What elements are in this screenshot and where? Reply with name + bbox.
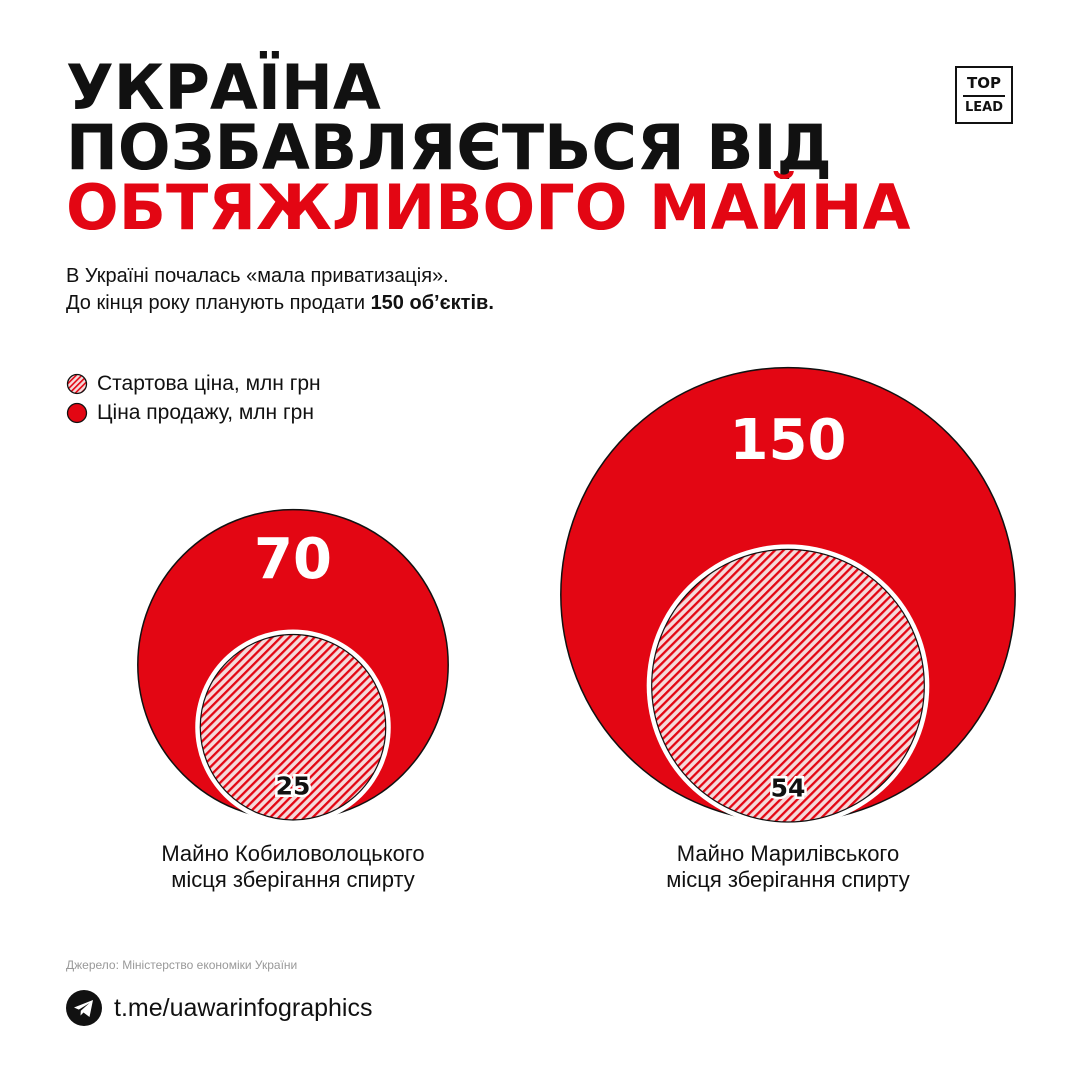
telegram-link[interactable]: t.me/uawarinfographics	[114, 993, 373, 1022]
source-note: Джерело: Міністерство економіки України	[66, 958, 298, 972]
title-line-3: ОБТЯЖЛИВОГО МАЙНА	[66, 171, 911, 244]
item-label-2: Майно Марилівського місця зберігання спи…	[608, 841, 968, 893]
start-price-bubble-1	[199, 633, 387, 821]
sale-price-label-1: 70	[254, 527, 332, 592]
title-line-2: ПОЗБАВЛЯЄТЬСЯ ВІД	[66, 111, 832, 184]
legend: Стартова ціна, млн грн Ціна продажу, млн…	[66, 369, 321, 427]
start-price-label-1: 25	[276, 772, 311, 801]
legend-label-sale: Ціна продажу, млн грн	[97, 400, 314, 424]
legend-item-start: Стартова ціна, млн грн	[66, 369, 321, 398]
logo-line-1: TOP	[967, 74, 1001, 92]
logo-divider	[963, 95, 1005, 97]
telegram-link-row[interactable]: t.me/uawarinfographics	[66, 990, 372, 1026]
page-title: УКРАЇНА ПОЗБАВЛЯЄТЬСЯ ВІД ОБТЯЖЛИВОГО МА…	[66, 51, 911, 244]
legend-label-start: Стартова ціна, млн грн	[97, 371, 321, 395]
subtitle: В Україні почалась «мала приватизація». …	[66, 263, 494, 317]
hatched-circle-icon	[66, 373, 88, 394]
sale-price-label-2: 150	[730, 408, 847, 473]
item-label-2-line-1: Майно Марилівського	[676, 841, 900, 866]
red-circle-icon	[66, 402, 88, 423]
logo-line-2: LEAD	[964, 100, 1004, 115]
title-line-1: УКРАЇНА	[66, 51, 381, 124]
item-label-2-line-2: місця зберігання спирту	[666, 867, 910, 892]
telegram-icon	[66, 990, 102, 1026]
legend-item-sale: Ціна продажу, млн грн	[66, 398, 321, 427]
item-label-1-line-2: місця зберігання спирту	[171, 867, 415, 892]
start-price-bubble-2	[651, 548, 925, 823]
subtitle-line-2: До кінця року планують продати 150 об’єк…	[66, 290, 494, 317]
item-label-1-line-1: Майно Кобиловолоцького	[161, 841, 425, 866]
item-label-1: Майно Кобиловолоцького місця зберігання …	[113, 841, 473, 893]
subtitle-line-2-text: До кінця року планують продати	[66, 292, 371, 314]
subtitle-line-1: В Україні почалась «мала приватизація».	[66, 265, 449, 287]
start-price-label-2: 54	[771, 774, 806, 803]
toplead-logo: TOP LEAD	[955, 66, 1013, 124]
subtitle-line-2-bold: 150 об’єктів.	[370, 292, 494, 314]
